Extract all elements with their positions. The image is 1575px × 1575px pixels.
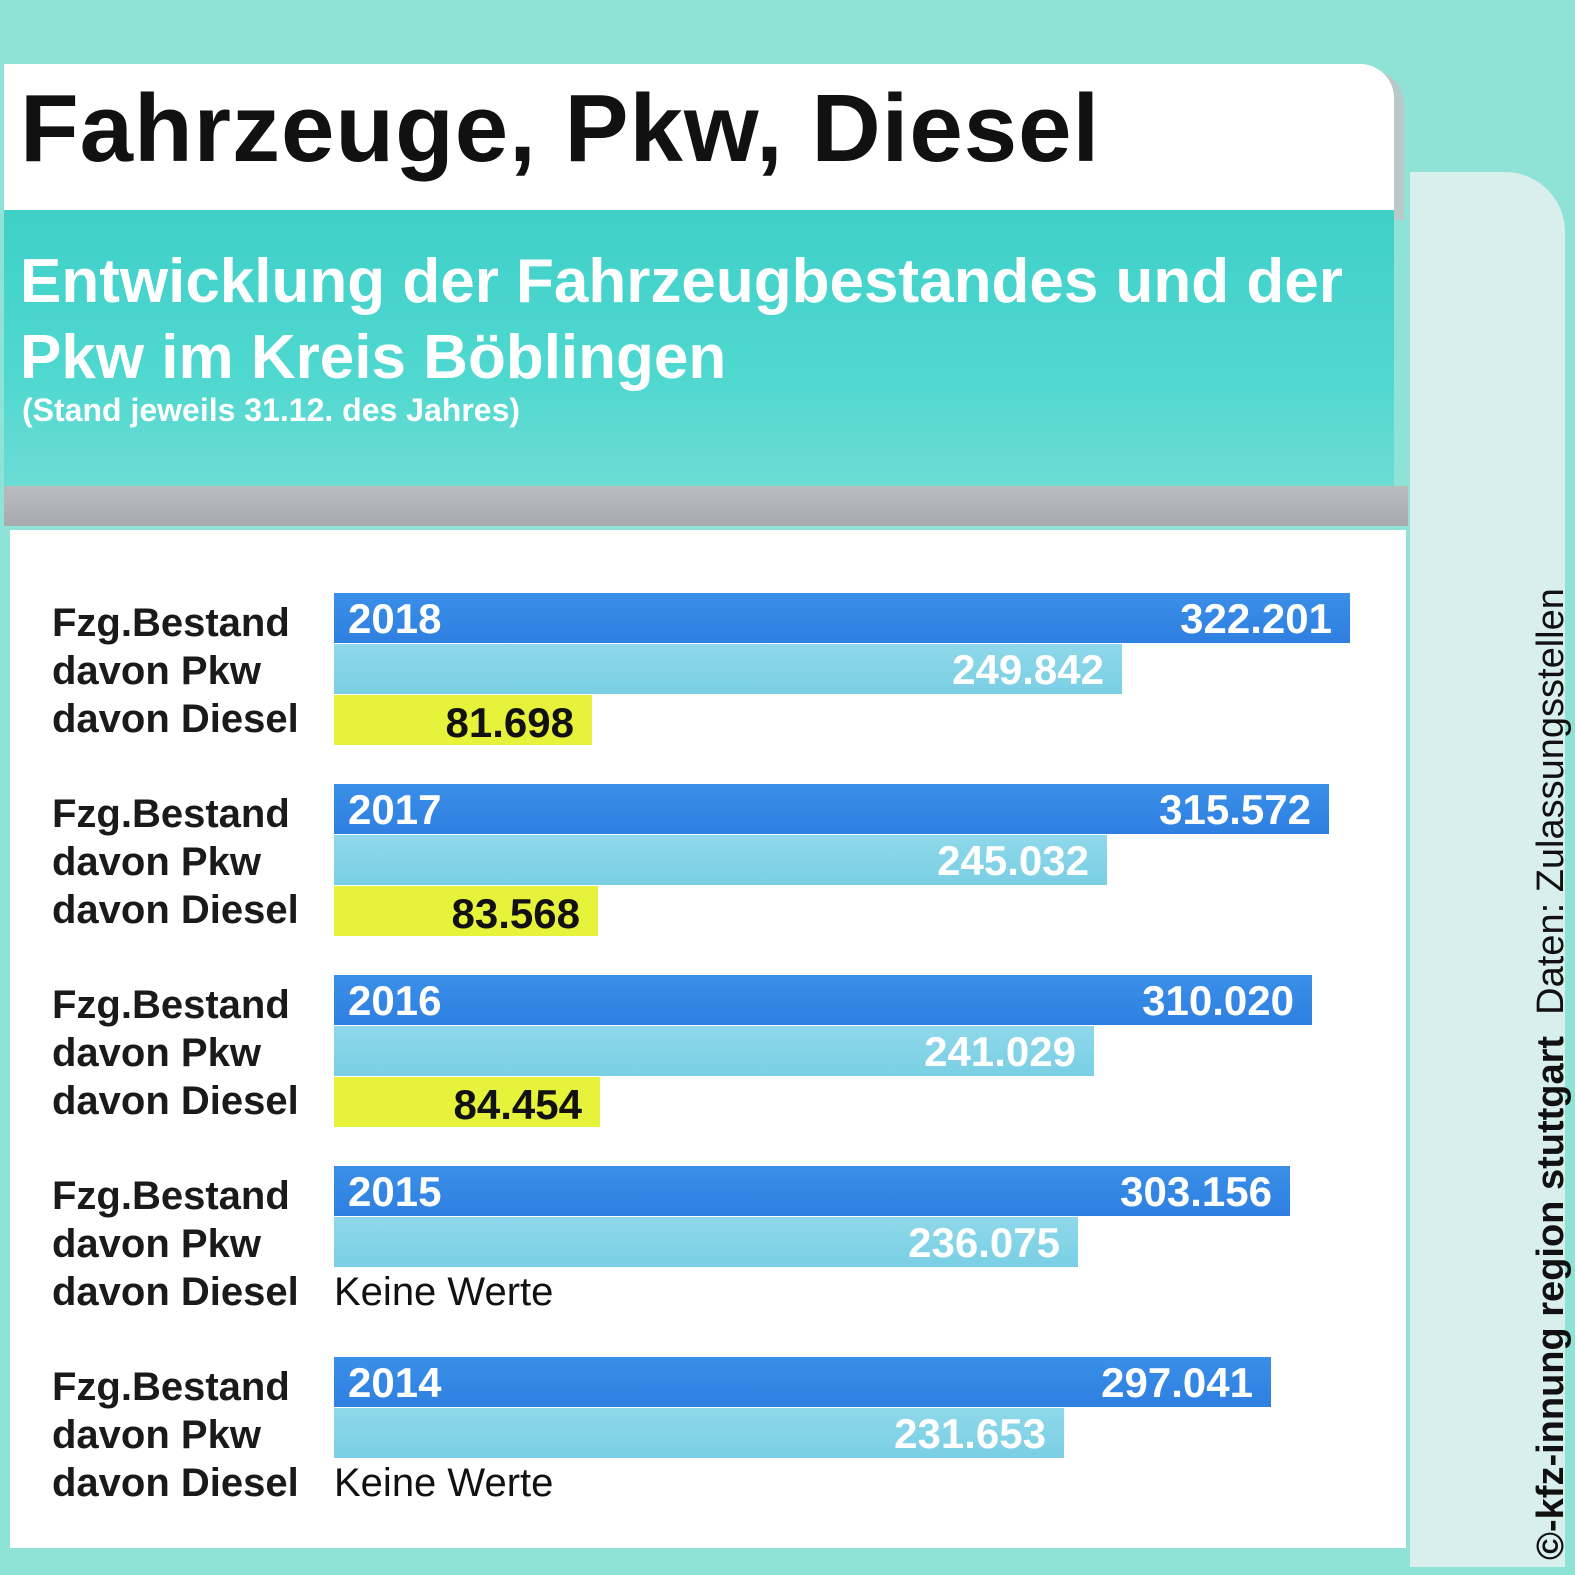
- diesel-bar: 84.454: [334, 1077, 600, 1128]
- year-label: 2014: [348, 1359, 442, 1406]
- year-label: 2015: [348, 1168, 442, 1215]
- pkw-bar: 245.032: [334, 835, 1107, 885]
- row-label-diesel: davon Diesel: [52, 697, 299, 741]
- total-bar: 2017 315.572: [334, 784, 1329, 834]
- copyright-text: ©-kfz-innung region stuttgart: [1530, 1035, 1572, 1560]
- year-label: 2016: [348, 977, 442, 1024]
- row-label-diesel: davon Diesel: [52, 1079, 299, 1123]
- total-bar: 2015 303.156: [334, 1166, 1290, 1216]
- pkw-bar: 236.075: [334, 1217, 1078, 1267]
- value-label: 315.572: [1159, 786, 1311, 833]
- row-label-total: Fzg.Bestand: [52, 601, 290, 645]
- total-bar: 2018 322.201: [334, 593, 1350, 643]
- total-bar: 2014 297.041: [334, 1357, 1271, 1407]
- value-label: 310.020: [1142, 977, 1294, 1024]
- row-label-pkw: davon Pkw: [52, 649, 261, 693]
- data-source-text: Daten: Zulassungsstellen: [1530, 588, 1572, 1015]
- total-bar: 2016 310.020: [334, 975, 1312, 1025]
- value-label: 303.156: [1120, 1168, 1272, 1215]
- row-label-total: Fzg.Bestand: [52, 792, 290, 836]
- year-group-2018: Fzg.Bestand davon Pkw davon Diesel 2018 322.…: [0, 593, 1410, 753]
- title-box: [4, 64, 1394, 214]
- no-values-note: Keine Werte: [334, 1461, 554, 1505]
- year-group-2017: Fzg.Bestand davon Pkw davon Diesel 2017 315.…: [0, 784, 1410, 944]
- pkw-bar: 241.029: [334, 1026, 1094, 1076]
- year-label: 2017: [348, 786, 442, 833]
- row-label-pkw: davon Pkw: [52, 1222, 261, 1266]
- year-label: 2018: [348, 595, 442, 642]
- diesel-bar: 83.568: [334, 886, 598, 937]
- value-label: 231.653: [894, 1410, 1046, 1457]
- subtitle-band: [4, 210, 1394, 486]
- background-panel: [1410, 172, 1565, 1567]
- date-note: (Stand jeweils 31.12. des Jahres): [22, 392, 521, 428]
- row-label-total: Fzg.Bestand: [52, 983, 290, 1027]
- year-group-2016: Fzg.Bestand davon Pkw davon Diesel 2016 310.…: [0, 975, 1410, 1135]
- value-label: 84.454: [453, 1081, 582, 1128]
- row-label-diesel: davon Diesel: [52, 1461, 299, 1505]
- row-label-total: Fzg.Bestand: [52, 1365, 290, 1409]
- row-label-total: Fzg.Bestand: [52, 1174, 290, 1218]
- year-group-2015: Fzg.Bestand davon Pkw davon Diesel 2015 303.…: [0, 1166, 1410, 1326]
- value-label: 83.568: [451, 890, 580, 937]
- row-label-pkw: davon Pkw: [52, 1031, 261, 1075]
- subtitle-band-shadow: [4, 486, 1408, 526]
- row-label-pkw: davon Pkw: [52, 840, 261, 884]
- row-label-diesel: davon Diesel: [52, 888, 299, 932]
- year-group-2014: Fzg.Bestand davon Pkw davon Diesel 2014 297.…: [0, 1357, 1410, 1517]
- value-label: 249.842: [952, 646, 1104, 693]
- no-values-note: Keine Werte: [334, 1270, 554, 1314]
- pkw-bar: 249.842: [334, 644, 1122, 694]
- value-label: 241.029: [924, 1028, 1076, 1075]
- value-label: 236.075: [908, 1219, 1060, 1266]
- chart-subtitle: Entwicklung der Fahrzeugbestandes und de…: [20, 247, 1343, 392]
- value-label: 322.201: [1180, 595, 1332, 642]
- value-label: 297.041: [1101, 1359, 1253, 1406]
- page-title: Fahrzeuge, Pkw, Diesel: [20, 75, 1101, 182]
- value-label: 245.032: [937, 837, 1089, 884]
- diesel-bar: 81.698: [334, 695, 592, 746]
- row-label-pkw: davon Pkw: [52, 1413, 261, 1457]
- value-label: 81.698: [445, 699, 574, 746]
- row-label-diesel: davon Diesel: [52, 1270, 299, 1314]
- pkw-bar: 231.653: [334, 1408, 1064, 1458]
- source-credit: ©-kfz-innung region stuttgart Daten: Zul…: [1530, 588, 1573, 1560]
